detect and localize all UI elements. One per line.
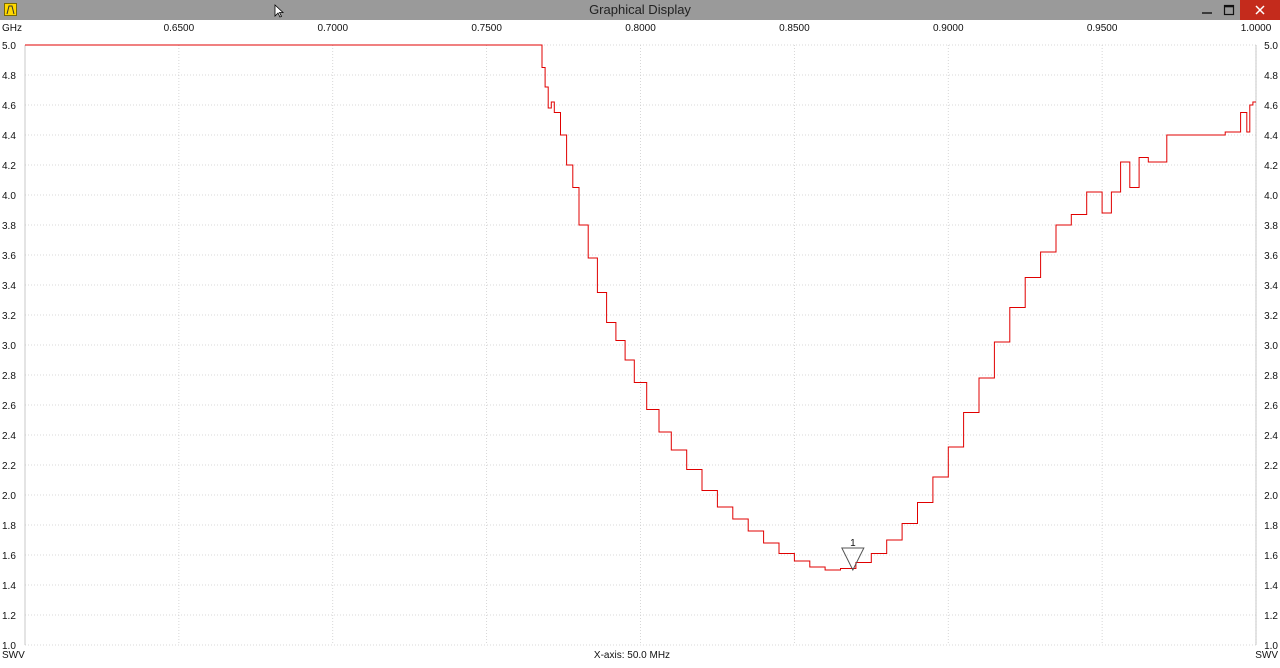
y-tick-label-left: 2.2 bbox=[2, 461, 16, 472]
y-tick-label-right: 5.0 bbox=[1264, 41, 1278, 52]
axes: 1.0 1.0 1.2 1.2 1.4 1.4 1.6 1.6 1.8 1.8 2.0 2.0 2.2 2… bbox=[2, 23, 1278, 652]
y-tick-label-right: 2.2 bbox=[1264, 461, 1278, 472]
x-tick-label: 0.6500 bbox=[164, 23, 195, 34]
window-title: Graphical Display bbox=[589, 2, 691, 17]
y-tick-label-right: 3.6 bbox=[1264, 251, 1278, 262]
y-tick-label-right: 2.0 bbox=[1264, 491, 1278, 502]
y-tick-label-right: 2.6 bbox=[1264, 401, 1278, 412]
y-tick-label-right: 4.6 bbox=[1264, 101, 1278, 112]
trace-layer bbox=[25, 44, 1256, 571]
x-unit-label: GHz bbox=[2, 23, 22, 34]
y-tick-label-left: 4.6 bbox=[2, 101, 16, 112]
y-tick-label-right: 3.0 bbox=[1264, 341, 1278, 352]
y-tick-label-left: 2.8 bbox=[2, 371, 16, 382]
y-tick-label-left: 3.0 bbox=[2, 341, 16, 352]
y-tick-label-left: 1.4 bbox=[2, 581, 16, 592]
y-tick-label-right: 4.2 bbox=[1264, 161, 1278, 172]
marker-layer[interactable]: 1 bbox=[841, 538, 865, 572]
x-tick-label: 0.8000 bbox=[625, 23, 656, 34]
y-tick-label-left: 3.6 bbox=[2, 251, 16, 262]
y-tick-label-right: 1.6 bbox=[1264, 551, 1278, 562]
right-unit-label: SWV bbox=[1255, 650, 1278, 661]
y-tick-label-left: 3.8 bbox=[2, 221, 16, 232]
y-tick-label-left: 2.6 bbox=[2, 401, 16, 412]
y-tick-label-left: 2.0 bbox=[2, 491, 16, 502]
xaxis-info: X-axis: 50.0 MHz bbox=[593, 650, 671, 661]
y-tick-label-right: 4.8 bbox=[1264, 71, 1278, 82]
y-tick-label-right: 1.0 bbox=[1264, 641, 1278, 652]
grid bbox=[25, 44, 1257, 646]
x-tick-label: 0.9500 bbox=[1087, 23, 1118, 34]
left-unit-label: SWV bbox=[2, 650, 25, 661]
y-tick-label-left: 4.8 bbox=[2, 71, 16, 82]
maximize-icon bbox=[1223, 4, 1235, 16]
swr-chart: 1.0 1.0 1.2 1.2 1.4 1.4 1.6 1.6 1.8 1.8 2.0 2.0 2.2 2… bbox=[2, 23, 1278, 652]
y-tick-label-left: 3.2 bbox=[2, 311, 16, 322]
x-tick-label: 0.9000 bbox=[933, 23, 964, 34]
y-tick-label-left: 1.2 bbox=[2, 611, 16, 622]
y-tick-label-right: 4.4 bbox=[1264, 131, 1278, 142]
y-tick-label-left: 5.0 bbox=[2, 41, 16, 52]
y-tick-label-right: 1.4 bbox=[1264, 581, 1278, 592]
y-tick-label-right: 2.4 bbox=[1264, 431, 1278, 442]
y-tick-label-right: 1.8 bbox=[1264, 521, 1278, 532]
antenna-analyzer-icon[interactable] bbox=[4, 3, 17, 16]
marker-label: 1 bbox=[850, 538, 856, 549]
swr-trace-line bbox=[25, 44, 1256, 571]
mouse-pointer-icon bbox=[274, 4, 285, 23]
y-tick-label-left: 1.6 bbox=[2, 551, 16, 562]
y-tick-label-left: 3.4 bbox=[2, 281, 16, 292]
x-tick-label: 0.8500 bbox=[779, 23, 810, 34]
minimize-icon bbox=[1202, 12, 1212, 14]
x-tick-label: 0.7000 bbox=[317, 23, 348, 34]
x-tick-label: 1.0000 bbox=[1241, 23, 1272, 34]
y-tick-label-right: 1.2 bbox=[1264, 611, 1278, 622]
y-tick-label-left: 4.4 bbox=[2, 131, 16, 142]
close-icon bbox=[1255, 5, 1265, 15]
y-tick-label-right: 3.8 bbox=[1264, 221, 1278, 232]
y-tick-label-right: 3.2 bbox=[1264, 311, 1278, 322]
y-tick-label-left: 1.0 bbox=[2, 641, 16, 652]
close-button[interactable] bbox=[1240, 0, 1280, 20]
minimize-button[interactable] bbox=[1194, 0, 1220, 20]
y-tick-label-right: 2.8 bbox=[1264, 371, 1278, 382]
y-tick-label-right: 3.4 bbox=[1264, 281, 1278, 292]
marker-triangle bbox=[841, 547, 865, 572]
y-tick-label-left: 1.8 bbox=[2, 521, 16, 532]
maximize-button[interactable] bbox=[1216, 0, 1242, 20]
y-tick-label-right: 4.0 bbox=[1264, 191, 1278, 202]
y-tick-label-left: 4.2 bbox=[2, 161, 16, 172]
title-bar[interactable]: Graphical Display bbox=[0, 0, 1280, 20]
y-tick-label-left: 2.4 bbox=[2, 431, 16, 442]
y-tick-label-left: 4.0 bbox=[2, 191, 16, 202]
x-tick-label: 0.7500 bbox=[471, 23, 502, 34]
